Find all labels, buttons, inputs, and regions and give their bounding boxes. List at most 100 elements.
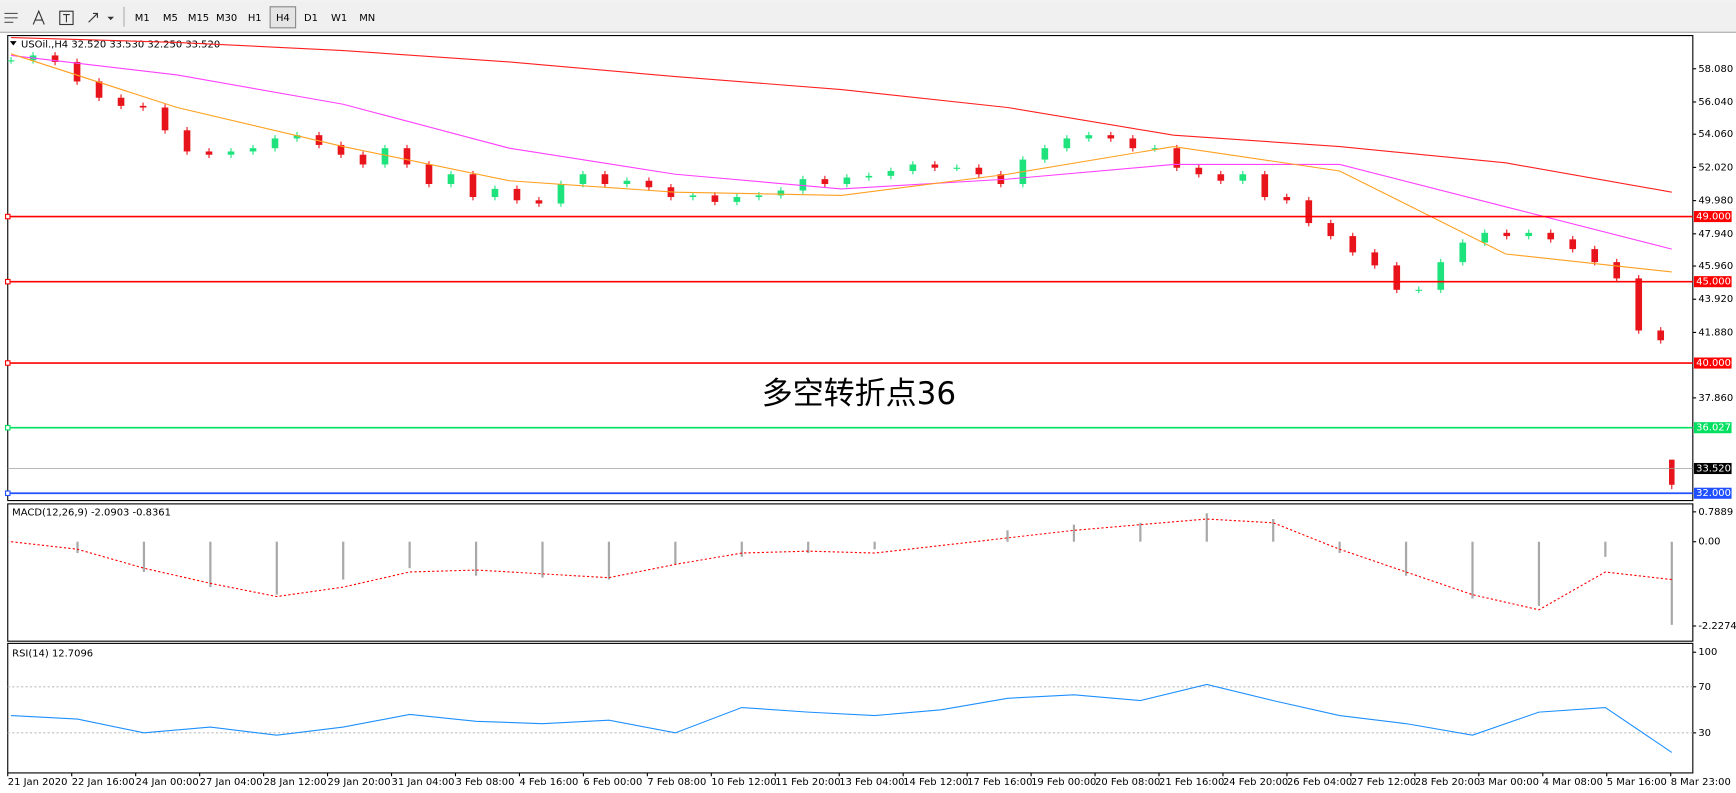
level-anchor xyxy=(4,360,11,366)
x-tick-label: 8 Mar 23:00 xyxy=(1671,777,1731,788)
candle xyxy=(777,190,785,196)
ohlc-value: 32.250 xyxy=(147,39,182,50)
label-icon[interactable] xyxy=(59,10,74,26)
macd-signal: -0.8361 xyxy=(133,508,171,519)
level-anchor xyxy=(4,490,11,497)
candle xyxy=(513,188,521,201)
dropdown-icon[interactable] xyxy=(107,16,115,21)
level-label-bg xyxy=(1693,357,1732,369)
timeframe-button[interactable]: H1 xyxy=(248,13,262,24)
x-tick-label: 26 Feb 04:00 xyxy=(1287,777,1352,788)
candle xyxy=(1657,330,1665,341)
x-tick-label: 3 Mar 00:00 xyxy=(1479,777,1539,788)
y-tick-label: 70 xyxy=(1698,682,1711,693)
last-bar xyxy=(1669,459,1675,485)
candle xyxy=(689,195,697,198)
candle xyxy=(1085,135,1093,139)
candle xyxy=(1459,242,1467,263)
timeframe-button[interactable]: MN xyxy=(359,13,375,24)
timeframe-button[interactable]: M5 xyxy=(163,13,178,24)
x-tick-label: 22 Jan 16:00 xyxy=(72,777,135,788)
x-tick-label: 21 Feb 16:00 xyxy=(1159,777,1224,788)
candle xyxy=(755,195,763,198)
level-label-bg xyxy=(1693,276,1732,288)
candle xyxy=(227,151,235,155)
text-a-icon[interactable] xyxy=(32,9,45,25)
x-tick-label: 28 Jan 12:00 xyxy=(264,777,327,788)
candle xyxy=(73,61,81,82)
candle xyxy=(1327,223,1335,237)
x-tick-label: 3 Feb 08:00 xyxy=(455,777,514,788)
candle xyxy=(447,174,455,185)
x-tick-label: 6 Feb 00:00 xyxy=(583,777,642,788)
y-tick-label: 30 xyxy=(1698,728,1711,739)
candle xyxy=(359,154,367,165)
candle xyxy=(975,167,983,175)
timeframe-button[interactable]: H4 xyxy=(276,13,290,24)
candle xyxy=(139,105,147,108)
x-tick-label: 21 Jan 2020 xyxy=(8,777,68,788)
candle xyxy=(117,97,125,106)
arrows-icon[interactable] xyxy=(88,12,98,23)
x-tick-label: 5 Mar 16:00 xyxy=(1607,777,1667,788)
lines-icon[interactable] xyxy=(4,12,18,23)
candle xyxy=(733,197,741,202)
y-tick-label: 45.960 xyxy=(1698,261,1733,272)
y-tick-label: 100 xyxy=(1698,647,1717,658)
y-tick-label: 0.00 xyxy=(1698,537,1720,548)
x-tick-label: 7 Feb 08:00 xyxy=(647,777,706,788)
rsi-name: RSI(14) xyxy=(12,648,49,659)
candle xyxy=(535,200,543,204)
candle xyxy=(579,174,587,185)
symbol-arrow xyxy=(9,41,17,46)
timeframe-button[interactable]: M30 xyxy=(216,13,237,24)
x-tick-label: 27 Feb 12:00 xyxy=(1351,777,1416,788)
rsi-header: RSI(14) 12.7096 xyxy=(12,648,93,659)
ohlc-value: 33.530 xyxy=(109,39,144,50)
x-tick-label: 20 Feb 08:00 xyxy=(1095,777,1160,788)
candle xyxy=(161,107,169,131)
y-tick-label: 54.060 xyxy=(1698,129,1733,140)
macd-signal-line xyxy=(11,518,1672,611)
candle xyxy=(1547,232,1555,240)
level-label: 45.000 xyxy=(1696,277,1731,288)
y-tick-label: 58.080 xyxy=(1698,64,1733,75)
timeframe-button[interactable]: M15 xyxy=(188,13,209,24)
x-tick-label: 24 Jan 00:00 xyxy=(136,777,199,788)
candle xyxy=(1437,262,1445,290)
candle xyxy=(1613,262,1621,279)
candle xyxy=(469,174,477,198)
level-label: 40.000 xyxy=(1696,358,1731,369)
x-tick-label: 19 Feb 00:00 xyxy=(1031,777,1096,788)
x-tick-label: 13 Feb 04:00 xyxy=(839,777,904,788)
candle xyxy=(645,180,653,188)
candle xyxy=(843,177,851,185)
candle xyxy=(1591,249,1599,263)
y-tick-label: 52.020 xyxy=(1698,162,1733,173)
rsi-line xyxy=(11,683,1673,753)
candle xyxy=(1525,232,1533,237)
timeframe-button[interactable]: W1 xyxy=(331,13,347,24)
level-label-bg xyxy=(1693,487,1732,499)
y-tick-label: 43.920 xyxy=(1698,294,1733,305)
x-tick-label: 29 Jan 20:00 xyxy=(328,777,391,788)
candle xyxy=(1217,174,1225,181)
y-tick-label: 0.7889 xyxy=(1698,507,1733,518)
level-label: 32.000 xyxy=(1696,488,1731,499)
candle xyxy=(1195,167,1203,175)
candle xyxy=(315,135,323,145)
timeframe-button[interactable]: D1 xyxy=(304,13,318,24)
macd-main: -2.0903 xyxy=(91,508,129,519)
y-tick-label: -2.2274 xyxy=(1698,621,1736,632)
candle xyxy=(7,60,15,62)
candle xyxy=(931,164,939,168)
x-tick-label: 24 Feb 20:00 xyxy=(1223,777,1288,788)
timeframe-button[interactable]: M1 xyxy=(135,13,150,24)
x-tick-label: 10 Feb 12:00 xyxy=(711,777,776,788)
candle xyxy=(1173,148,1181,168)
ohlc-value: 33.520 xyxy=(185,39,220,50)
y-tick-label: 49.980 xyxy=(1698,196,1733,207)
main-panel xyxy=(7,35,1694,502)
